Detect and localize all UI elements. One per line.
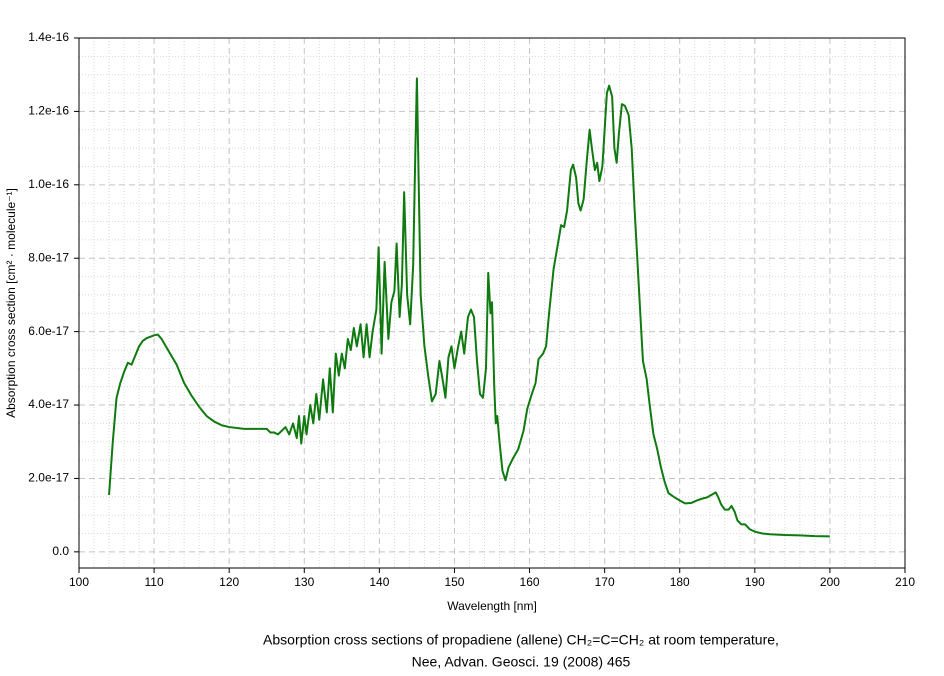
caption: Absorption cross sections of propadiene … [263,632,779,648]
y-tick-label: 0.0 [52,544,69,558]
x-tick-label: 120 [219,575,239,589]
x-tick-label: 190 [745,575,765,589]
y-axis-label: Absorption cross section [cm² · molecule… [4,188,18,418]
x-tick-label: 140 [369,575,389,589]
y-tick-label: 6.0e-17 [28,324,69,338]
caption: Nee, Advan. Geosci. 19 (2008) 465 [412,654,631,670]
x-axis-label: Wavelength [nm] [447,599,537,613]
data-line [108,77,830,538]
x-tick-label: 200 [820,575,840,589]
x-tick-label: 110 [145,575,164,589]
y-tick-label: 2.0e-17 [28,471,69,485]
y-tick-label: 1.2e-16 [28,104,69,118]
x-tick-label: 160 [520,575,540,589]
x-tick-label: 100 [69,575,89,589]
plot-frame [78,37,906,569]
y-tick-label: 1.0e-16 [28,177,69,191]
x-tick-label: 130 [294,575,314,589]
x-tick-label: 170 [595,575,615,589]
x-tick-label: 180 [670,575,690,589]
x-tick-label: 150 [444,575,464,589]
y-tick-label: 4.0e-17 [28,397,69,411]
x-tick-label: 210 [895,575,915,589]
y-tick-label: 8.0e-17 [28,250,69,264]
y-tick-label: 1.4e-16 [28,30,69,44]
